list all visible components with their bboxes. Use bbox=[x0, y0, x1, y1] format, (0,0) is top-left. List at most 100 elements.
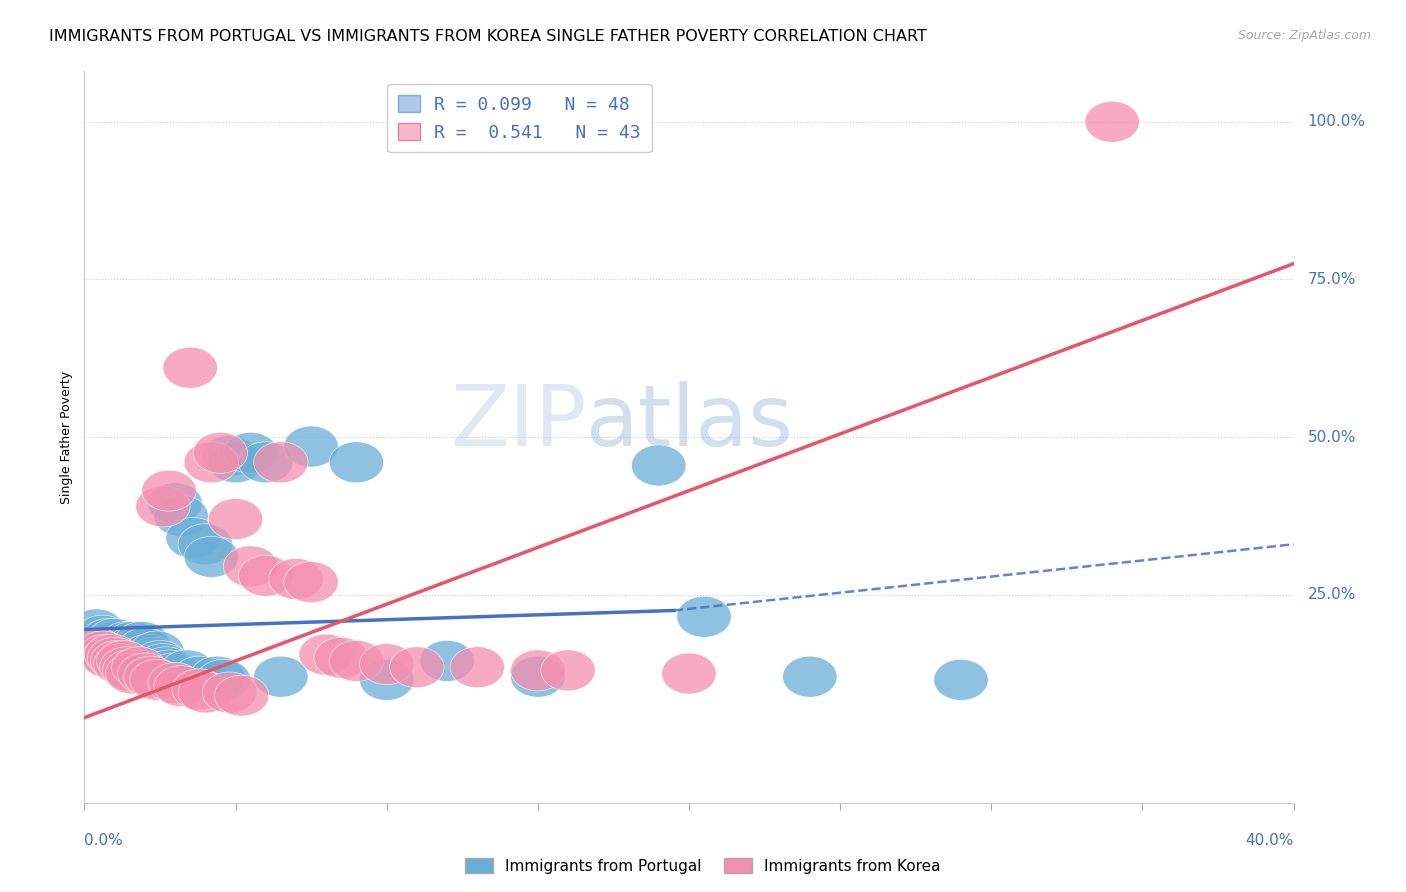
Ellipse shape bbox=[190, 657, 245, 698]
Ellipse shape bbox=[172, 657, 226, 698]
Ellipse shape bbox=[69, 628, 124, 669]
Ellipse shape bbox=[136, 486, 190, 527]
Ellipse shape bbox=[284, 562, 339, 603]
Ellipse shape bbox=[450, 647, 505, 688]
Ellipse shape bbox=[329, 640, 384, 681]
Ellipse shape bbox=[253, 657, 308, 698]
Ellipse shape bbox=[202, 672, 257, 713]
Ellipse shape bbox=[662, 653, 716, 694]
Ellipse shape bbox=[139, 647, 193, 688]
Ellipse shape bbox=[153, 495, 208, 536]
Ellipse shape bbox=[631, 445, 686, 486]
Ellipse shape bbox=[269, 558, 323, 599]
Ellipse shape bbox=[105, 622, 160, 663]
Ellipse shape bbox=[224, 546, 278, 587]
Ellipse shape bbox=[79, 634, 132, 675]
Text: atlas: atlas bbox=[586, 381, 794, 464]
Ellipse shape bbox=[84, 634, 139, 675]
Ellipse shape bbox=[129, 631, 184, 672]
Ellipse shape bbox=[208, 442, 263, 483]
Ellipse shape bbox=[84, 622, 139, 663]
Ellipse shape bbox=[541, 650, 595, 691]
Ellipse shape bbox=[160, 650, 214, 691]
Ellipse shape bbox=[214, 675, 269, 716]
Ellipse shape bbox=[153, 665, 208, 706]
Ellipse shape bbox=[129, 659, 184, 700]
Ellipse shape bbox=[510, 657, 565, 698]
Ellipse shape bbox=[142, 470, 197, 511]
Ellipse shape bbox=[76, 615, 129, 657]
Legend: R = 0.099   N = 48, R =  0.541   N = 43: R = 0.099 N = 48, R = 0.541 N = 43 bbox=[388, 84, 652, 153]
Ellipse shape bbox=[87, 618, 142, 659]
Text: 0.0%: 0.0% bbox=[84, 833, 124, 848]
Ellipse shape bbox=[82, 637, 136, 678]
Ellipse shape bbox=[360, 659, 413, 700]
Ellipse shape bbox=[284, 426, 339, 467]
Ellipse shape bbox=[166, 517, 221, 558]
Ellipse shape bbox=[329, 442, 384, 483]
Ellipse shape bbox=[197, 659, 250, 700]
Ellipse shape bbox=[163, 347, 218, 388]
Ellipse shape bbox=[510, 650, 565, 691]
Ellipse shape bbox=[79, 624, 132, 665]
Ellipse shape bbox=[239, 442, 292, 483]
Text: 25.0%: 25.0% bbox=[1308, 587, 1355, 602]
Ellipse shape bbox=[172, 669, 226, 710]
Ellipse shape bbox=[179, 672, 232, 713]
Ellipse shape bbox=[118, 628, 172, 669]
Ellipse shape bbox=[108, 624, 163, 665]
Ellipse shape bbox=[105, 653, 160, 694]
Ellipse shape bbox=[193, 433, 247, 474]
Ellipse shape bbox=[111, 647, 166, 688]
Ellipse shape bbox=[114, 622, 169, 663]
Ellipse shape bbox=[314, 637, 368, 678]
Ellipse shape bbox=[148, 483, 202, 524]
Ellipse shape bbox=[100, 647, 153, 688]
Ellipse shape bbox=[934, 659, 988, 700]
Text: IMMIGRANTS FROM PORTUGAL VS IMMIGRANTS FROM KOREA SINGLE FATHER POVERTY CORRELAT: IMMIGRANTS FROM PORTUGAL VS IMMIGRANTS F… bbox=[49, 29, 927, 44]
Ellipse shape bbox=[124, 640, 179, 681]
Ellipse shape bbox=[103, 650, 157, 691]
Ellipse shape bbox=[103, 624, 157, 665]
Ellipse shape bbox=[253, 442, 308, 483]
Ellipse shape bbox=[97, 631, 150, 672]
Ellipse shape bbox=[121, 634, 174, 675]
Y-axis label: Single Father Poverty: Single Father Poverty bbox=[59, 370, 73, 504]
Ellipse shape bbox=[148, 663, 202, 704]
Ellipse shape bbox=[90, 628, 145, 669]
Ellipse shape bbox=[783, 657, 837, 698]
Ellipse shape bbox=[93, 644, 148, 684]
Text: 40.0%: 40.0% bbox=[1246, 833, 1294, 848]
Ellipse shape bbox=[127, 637, 181, 678]
Ellipse shape bbox=[184, 442, 239, 483]
Ellipse shape bbox=[69, 609, 124, 650]
Ellipse shape bbox=[76, 631, 129, 672]
Ellipse shape bbox=[179, 524, 232, 565]
Ellipse shape bbox=[360, 644, 413, 684]
Legend: Immigrants from Portugal, Immigrants from Korea: Immigrants from Portugal, Immigrants fro… bbox=[460, 852, 946, 880]
Ellipse shape bbox=[184, 536, 239, 577]
Ellipse shape bbox=[1085, 102, 1139, 143]
Ellipse shape bbox=[676, 596, 731, 637]
Ellipse shape bbox=[118, 653, 172, 694]
Ellipse shape bbox=[90, 640, 145, 681]
Ellipse shape bbox=[100, 622, 153, 663]
Ellipse shape bbox=[132, 640, 187, 681]
Ellipse shape bbox=[420, 640, 474, 681]
Ellipse shape bbox=[389, 647, 444, 688]
Ellipse shape bbox=[202, 435, 257, 476]
Ellipse shape bbox=[208, 499, 263, 540]
Text: 100.0%: 100.0% bbox=[1308, 114, 1365, 129]
Text: 75.0%: 75.0% bbox=[1308, 272, 1355, 287]
Ellipse shape bbox=[111, 628, 166, 669]
Ellipse shape bbox=[299, 634, 353, 675]
Text: Source: ZipAtlas.com: Source: ZipAtlas.com bbox=[1237, 29, 1371, 42]
Ellipse shape bbox=[82, 618, 136, 659]
Ellipse shape bbox=[97, 640, 150, 681]
Ellipse shape bbox=[239, 556, 292, 596]
Ellipse shape bbox=[93, 634, 148, 675]
Ellipse shape bbox=[142, 650, 197, 691]
Ellipse shape bbox=[87, 637, 142, 678]
Text: 50.0%: 50.0% bbox=[1308, 430, 1355, 444]
Ellipse shape bbox=[224, 433, 278, 474]
